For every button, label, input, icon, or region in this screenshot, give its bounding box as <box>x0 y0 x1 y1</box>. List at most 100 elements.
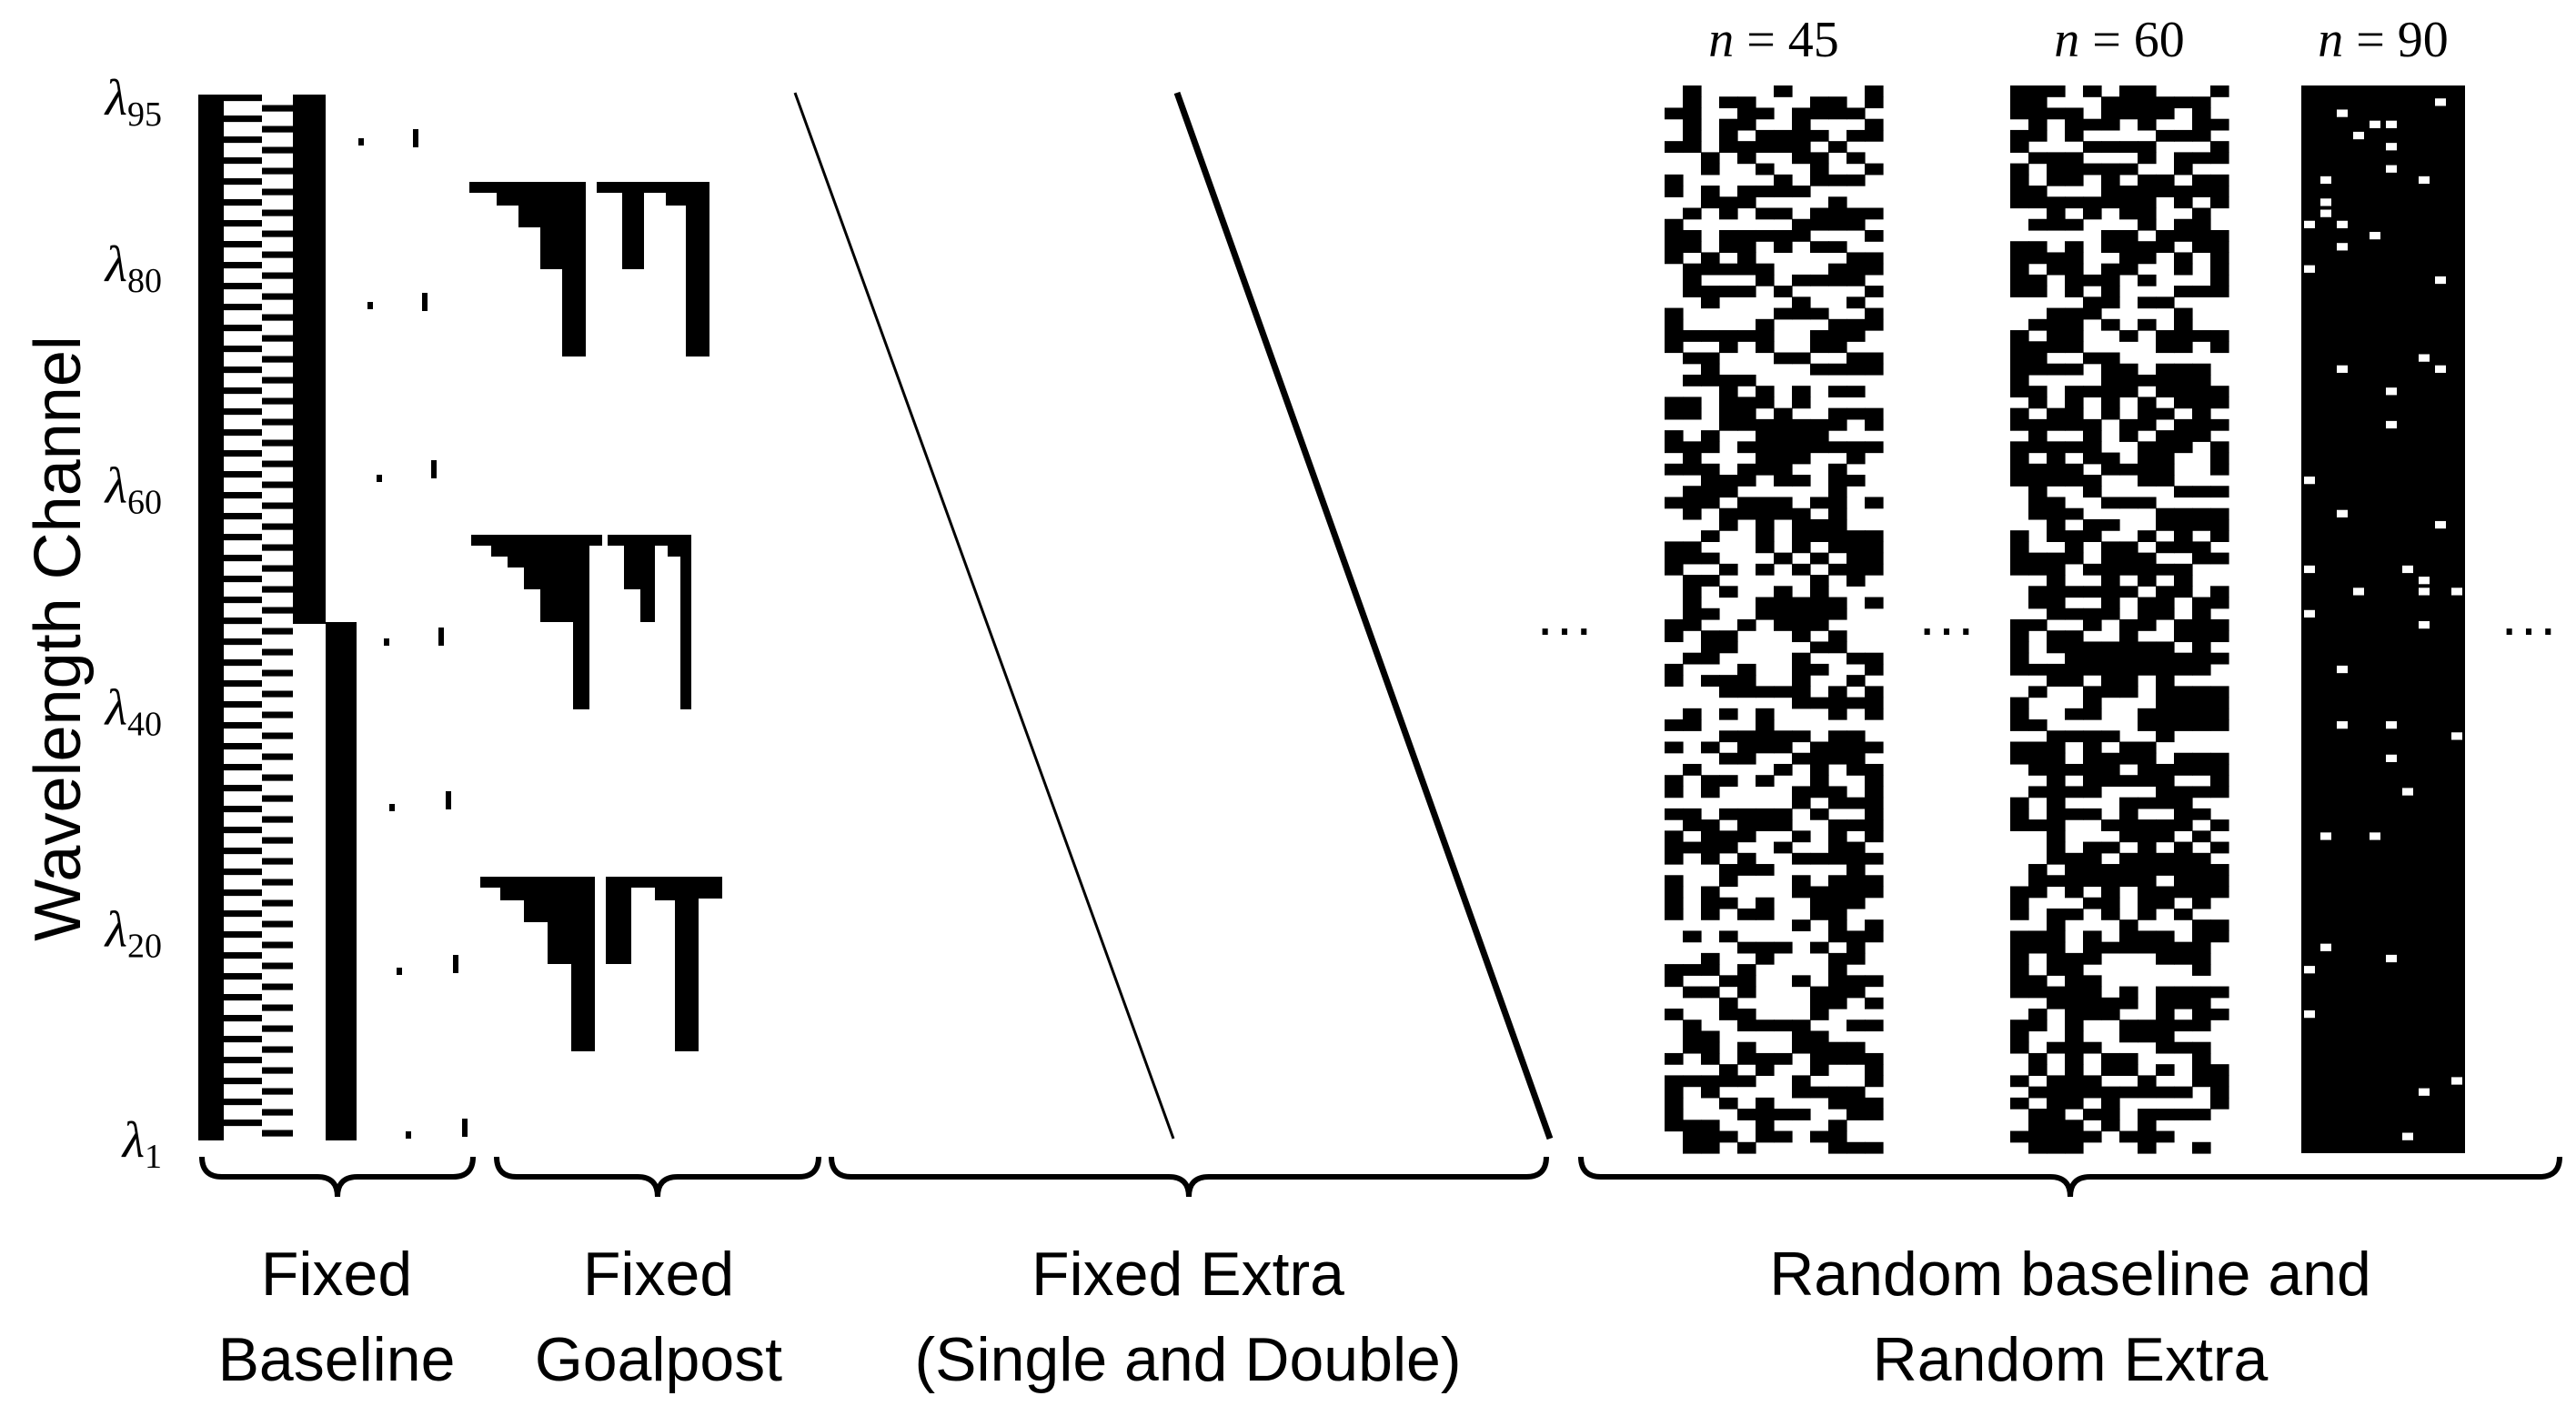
random-cell-on <box>2156 775 2175 788</box>
random-cell-off <box>2337 665 2348 674</box>
random-panel-label: n = 45 <box>1708 12 1839 68</box>
random-cell-on <box>2065 952 2084 965</box>
random-cell-on <box>2174 1109 2193 1120</box>
random-cell-on <box>1665 397 1684 409</box>
random-cell-on <box>2028 441 2048 454</box>
random-cell-on <box>1719 118 1738 131</box>
random-cell-on <box>2065 363 2084 376</box>
random-cell-on <box>2010 363 2029 376</box>
baseline-dash <box>224 241 262 248</box>
random-cell-on <box>1701 852 1720 865</box>
random-cell-on <box>2028 686 2048 698</box>
random-cell-on <box>1774 441 1793 454</box>
random-cell-on <box>1828 1130 1847 1143</box>
random-cell-off <box>2435 365 2446 373</box>
random-cell-on <box>2174 663 2193 676</box>
random-cell-on <box>2101 875 2120 888</box>
random-cell-on <box>1756 518 1775 531</box>
baseline-dash <box>262 711 293 718</box>
random-cell-on <box>1701 196 1720 209</box>
goalpost-bar <box>573 535 589 709</box>
random-cell-on <box>1701 186 1720 197</box>
random-cell-off <box>2386 143 2397 151</box>
random-cell-on <box>2101 663 2120 676</box>
random-cell-on <box>1865 697 1884 709</box>
baseline-dash <box>224 1120 262 1127</box>
baseline-dash <box>262 565 293 572</box>
random-cell-on <box>1719 730 1738 743</box>
random-cell-on <box>2192 752 2211 765</box>
baseline-dash <box>224 304 262 311</box>
random-cell-on <box>1828 1097 1847 1110</box>
random-cell-on <box>1810 441 1829 454</box>
baseline-dash <box>224 952 262 959</box>
random-cell-on <box>1865 975 1884 988</box>
random-cell-on <box>2101 997 2120 1009</box>
random-cell-on <box>2210 174 2229 186</box>
random-cell-on <box>2210 763 2229 776</box>
random-cell-on <box>1792 507 1811 520</box>
random-cell-on <box>2065 1030 2084 1043</box>
random-cell-on <box>2119 619 2138 631</box>
random-cell-on <box>2101 118 2120 131</box>
random-cell-on <box>1701 1130 1720 1143</box>
random-cell-on <box>1828 418 1847 431</box>
random-cell-on <box>2119 830 2138 843</box>
random-cell-on <box>2101 608 2120 620</box>
random-cell-on <box>2174 96 2193 109</box>
random-cell-on <box>1719 141 1738 153</box>
random-cell-on <box>2119 797 2138 809</box>
random-cell-on <box>2047 841 2066 854</box>
random-cell-on <box>1665 341 1684 354</box>
random-cell-on <box>2028 107 2048 120</box>
random-cell-on <box>2174 952 2193 965</box>
random-cell-off <box>2386 754 2397 762</box>
random-cell-on <box>2192 96 2211 109</box>
random-cell-on <box>1665 318 1684 331</box>
random-cell-on <box>2192 852 2211 865</box>
random-cell-on <box>1865 830 1884 843</box>
random-cell-on <box>1756 1052 1775 1065</box>
random-cell-on <box>1665 886 1684 899</box>
random-cell-on <box>2047 997 2066 1009</box>
random-cell-on <box>1792 630 1811 643</box>
random-cell-on <box>2174 318 2193 331</box>
random-cell-on <box>2010 352 2029 365</box>
random-cell-on <box>1665 830 1684 843</box>
random-cell-on <box>1846 107 1866 120</box>
random-cell-on <box>2192 897 2211 909</box>
random-cell-on <box>2192 1075 2211 1088</box>
random-cell-off <box>2435 98 2446 106</box>
random-cell-on <box>1737 986 1756 999</box>
random-cell-on <box>2065 318 2084 331</box>
random-cell-on <box>2138 318 2157 331</box>
random-cell-on <box>1719 1097 1738 1110</box>
random-cell-on <box>2156 852 2175 865</box>
baseline-dash <box>262 1130 293 1137</box>
random-cell-on <box>1701 296 1720 309</box>
random-cell-on <box>1701 497 1720 509</box>
random-cell-on <box>1665 875 1684 888</box>
random-cell-on <box>2156 330 2175 342</box>
random-cell-on <box>2028 152 2048 165</box>
random-cell-on <box>1665 307 1684 320</box>
random-cell-on <box>2174 186 2193 197</box>
random-cell-on <box>1683 841 1702 854</box>
random-cell-on <box>2101 397 2120 409</box>
random-cell-on <box>2010 797 2029 809</box>
random-cell-on <box>2101 864 2120 876</box>
random-cell-on <box>2138 407 2157 420</box>
random-cell-on <box>1719 486 1738 498</box>
random-cell-on <box>2028 96 2048 109</box>
random-cell-on <box>2065 663 2084 676</box>
random-cell-on <box>2156 763 2175 776</box>
random-cell-on <box>2138 174 2157 186</box>
random-cell-on <box>2119 386 2138 398</box>
random-cell-on <box>1737 852 1756 865</box>
random-cell-on <box>2210 597 2229 609</box>
random-cell-on <box>2174 808 2193 820</box>
random-cell-on <box>1846 441 1866 454</box>
random-cell-on <box>2083 930 2102 943</box>
random-cell-on <box>2156 563 2175 576</box>
random-cell-on <box>2047 797 2066 809</box>
